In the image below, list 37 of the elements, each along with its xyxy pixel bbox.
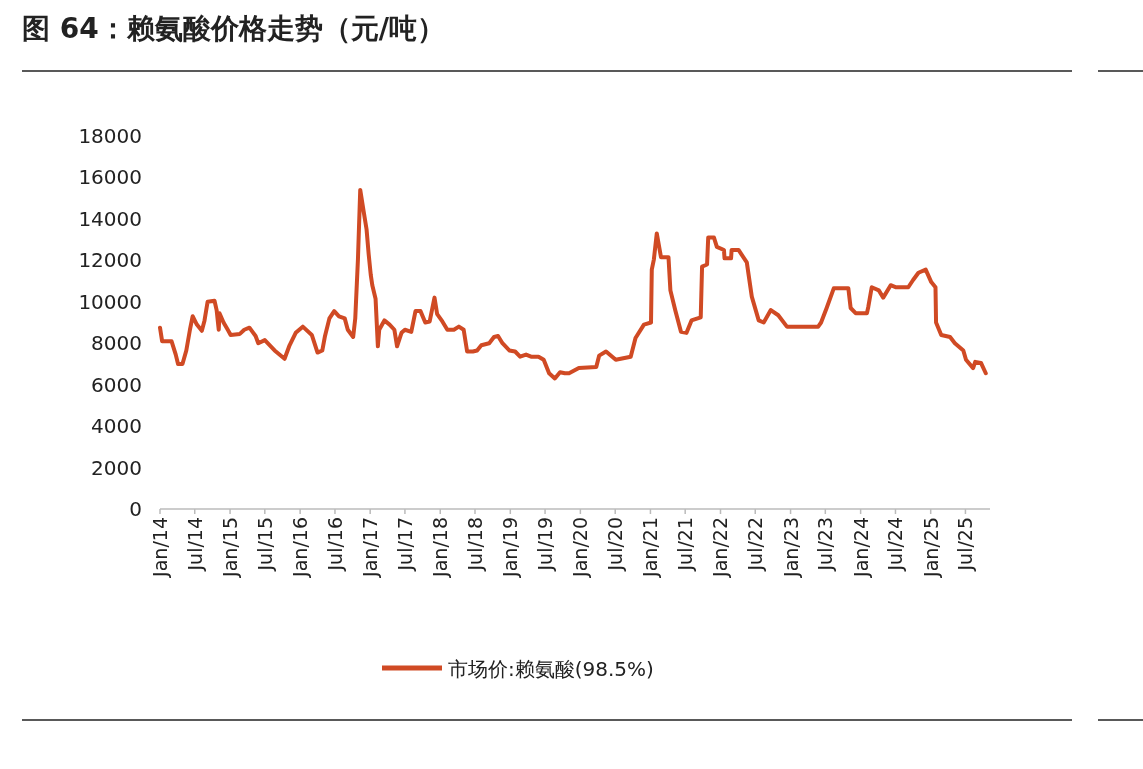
x-tick-label: Jul/19 — [534, 517, 557, 572]
y-tick-label: 14000 — [78, 206, 142, 231]
x-tick-label: Jan/22 — [709, 517, 732, 578]
x-tick-label: Jan/16 — [289, 517, 312, 578]
y-tick-label: 0 — [129, 497, 142, 521]
x-tick-label: Jan/21 — [639, 517, 662, 578]
y-tick-label: 16000 — [78, 165, 142, 190]
x-tick-label: Jul/22 — [744, 517, 767, 572]
chart-title: 图 64：赖氨酸价格走势（元/吨） — [22, 12, 445, 45]
x-tick-label: Jul/20 — [604, 517, 627, 572]
legend: 市场价:赖氨酸(98.5%) — [382, 657, 654, 681]
x-tick-label: Jul/18 — [463, 517, 486, 572]
x-tick-label: Jan/18 — [429, 517, 452, 578]
x-tick-label: Jan/15 — [219, 517, 242, 578]
x-tick-label: Jan/24 — [849, 517, 872, 578]
x-tick-label: Jan/17 — [359, 517, 382, 578]
x-tick-label: Jul/15 — [253, 517, 276, 572]
x-tick-label: Jan/19 — [499, 517, 522, 578]
y-tick-label: 8000 — [91, 331, 142, 356]
x-tick-label: Jul/25 — [954, 517, 977, 572]
y-tick-label: 4000 — [91, 414, 142, 439]
y-tick-label: 6000 — [91, 372, 142, 397]
legend-label: 市场价:赖氨酸(98.5%) — [448, 657, 654, 681]
x-tick-label: Jul/16 — [323, 517, 346, 572]
y-tick-label: 10000 — [78, 289, 142, 314]
y-tick-label: 12000 — [78, 248, 142, 273]
x-tick-label: Jan/23 — [779, 517, 802, 578]
x-tick-label: Jul/14 — [183, 517, 206, 572]
x-tick-label: Jan/20 — [569, 517, 592, 578]
x-tick-label: Jul/17 — [393, 517, 416, 572]
x-tick-label: Jul/21 — [674, 517, 697, 572]
x-tick-label: Jul/24 — [884, 517, 907, 572]
x-tick-label: Jul/23 — [814, 517, 837, 572]
y-tick-label: 18000 — [78, 124, 142, 148]
x-tick-label: Jan/14 — [149, 517, 171, 578]
y-tick-label: 2000 — [91, 455, 142, 480]
x-tick-label: Jan/25 — [919, 517, 942, 578]
